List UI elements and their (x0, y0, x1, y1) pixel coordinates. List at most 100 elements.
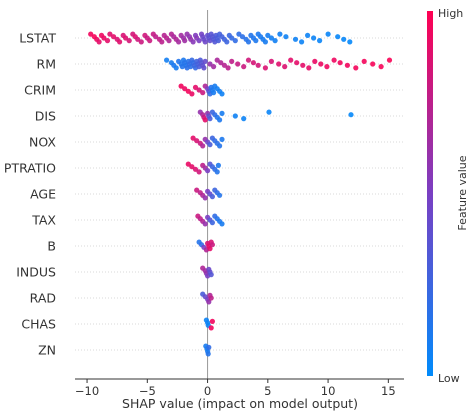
shap-point-rm (386, 57, 393, 63)
shap-point-rm (241, 64, 247, 70)
feature-label-indus: INDUS (16, 265, 56, 280)
shap-point-lstat (88, 31, 94, 37)
shap-point-lstat (341, 36, 347, 42)
shap-point-lstat (107, 31, 113, 37)
shap-point-lstat (138, 39, 144, 45)
shap-point-indus (208, 272, 214, 278)
shap-point-age (202, 195, 208, 201)
shap-point-rm (173, 65, 179, 71)
shap-point-nox (200, 143, 206, 149)
shap-point-rm (337, 60, 343, 66)
shap-point-crim (219, 91, 225, 97)
shap-point-lstat (96, 39, 102, 45)
shap-point-lstat (229, 35, 235, 41)
shap-point-rm (370, 61, 376, 67)
shap-point-lstat (283, 34, 289, 40)
shap-point-dis (241, 116, 247, 122)
shap-point-lstat (104, 38, 111, 44)
x-tick-label: 5 (264, 384, 271, 398)
shap-point-lstat (325, 31, 331, 37)
shap-point-lstat (299, 39, 305, 45)
shap-point-rm (221, 62, 227, 68)
shap-point-lstat (305, 32, 311, 39)
shap-point-crim (182, 86, 188, 92)
shap-point-b (209, 242, 215, 248)
shap-point-lstat (147, 38, 153, 44)
shap-point-age (217, 192, 223, 198)
shap-point-lstat (215, 38, 221, 44)
shap-point-lstat (262, 39, 268, 45)
shap-point-zn (206, 344, 212, 350)
shap-point-rm (229, 58, 235, 64)
shap-point-rm (300, 62, 306, 68)
shap-point-dis (219, 110, 225, 116)
shap-point-ptratio (189, 164, 195, 170)
shap-point-ptratio (196, 169, 202, 175)
feature-label-rad: RAD (30, 291, 56, 306)
shap-point-rm (344, 62, 350, 68)
shap-point-rm (353, 65, 359, 71)
shap-point-rm (214, 57, 220, 63)
shap-point-dis (266, 109, 272, 115)
feature-label-crim: CRIM (24, 83, 56, 98)
shap-point-crim (185, 88, 191, 94)
shap-point-lstat (190, 39, 196, 45)
shap-point-lstat (292, 36, 299, 42)
shap-point-rm (245, 57, 252, 63)
colorbar-gradient (427, 11, 433, 376)
shap-point-lstat (277, 31, 283, 37)
shap-point-dis (202, 117, 208, 123)
shap-point-lstat (347, 39, 353, 45)
shap-point-tax (209, 220, 215, 226)
shap-point-lstat (159, 39, 165, 45)
shap-point-ptratio (215, 162, 221, 168)
shap-point-crim (200, 90, 206, 96)
shap-point-rm (294, 60, 300, 66)
colorbar-low-label: Low (438, 372, 460, 385)
shap-point-crim (211, 90, 217, 96)
shap-point-lstat (272, 38, 278, 44)
shap-point-rm (164, 57, 170, 63)
shap-point-rm (378, 64, 384, 70)
shap-point-lstat (126, 38, 132, 44)
shap-point-rad (206, 299, 212, 305)
shap-point-rm (276, 61, 282, 67)
shap-point-chas (208, 325, 214, 331)
shap-point-lstat (196, 38, 202, 44)
shap-point-crim (196, 87, 202, 93)
shap-point-lstat (236, 31, 242, 37)
feature-label-b: B (47, 239, 56, 254)
shap-point-chas (209, 318, 215, 324)
shap-point-lstat (224, 39, 230, 45)
shap-point-rad (208, 295, 214, 301)
shap-point-lstat (335, 34, 341, 40)
shap-point-nox (219, 136, 225, 142)
shap-point-tax (219, 221, 225, 227)
feature-label-chas: CHAS (21, 317, 56, 332)
feature-label-lstat: LSTAT (19, 31, 56, 46)
shap-point-rm (312, 58, 318, 64)
feature-label-nox: NOX (29, 135, 56, 150)
shap-point-rm (235, 61, 241, 67)
shap-point-lstat (166, 38, 172, 44)
colorbar-title: Feature value (456, 155, 469, 230)
shap-point-crim (192, 84, 199, 90)
shap-point-ptratio (214, 169, 220, 175)
shap-point-nox (207, 142, 213, 148)
feature-label-zn: ZN (38, 343, 56, 358)
shap-point-rm (255, 62, 261, 68)
shap-point-lstat (111, 34, 117, 40)
shap-point-crim (178, 83, 184, 89)
shap-point-b (207, 246, 213, 252)
x-tick-label: 0 (204, 384, 211, 398)
x-axis: −10 −5 0 5 10 15 (75, 378, 404, 398)
shap-point-ptratio (185, 161, 191, 167)
shap-point-rm (218, 60, 224, 66)
shap-point-lstat (153, 34, 159, 40)
shap-point-rm (207, 61, 213, 67)
shap-point-lstat (202, 39, 208, 45)
shap-point-lstat (239, 34, 246, 40)
shap-point-lstat (311, 35, 317, 41)
